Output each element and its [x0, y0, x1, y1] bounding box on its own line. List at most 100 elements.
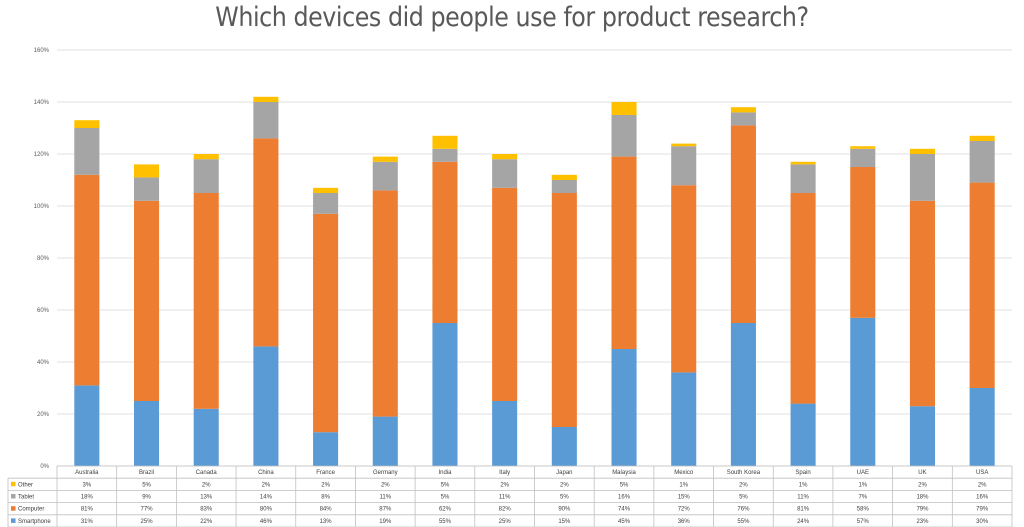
data-label: 2% [918, 482, 927, 488]
bar-tablet [671, 146, 697, 186]
bar-smartphone [492, 401, 518, 466]
legend-label-tablet: Tablet [18, 495, 34, 501]
data-label: 62% [439, 507, 452, 513]
bar-computer [253, 138, 279, 347]
legend-label-computer: Computer [18, 507, 44, 513]
data-label: 81% [797, 507, 810, 513]
data-label: 1% [679, 482, 688, 488]
bar-smartphone [253, 346, 279, 466]
data-label: 1% [858, 482, 867, 488]
legend-key-other [11, 481, 16, 487]
bar-computer [850, 167, 876, 318]
table-category-label: Spain [795, 470, 810, 476]
bar-tablet [372, 161, 398, 191]
bar-tablet [313, 193, 339, 214]
bar-tablet [74, 128, 100, 175]
table-category-label: Italy [499, 470, 510, 476]
data-label: 16% [618, 495, 631, 501]
data-label: 9% [142, 495, 151, 501]
data-label: 77% [141, 507, 154, 513]
bar-smartphone [372, 416, 398, 466]
data-label: 15% [678, 495, 691, 501]
bar-computer [790, 193, 816, 404]
data-label: 87% [379, 507, 392, 513]
table-category-label: France [316, 470, 335, 476]
table-category-label: UK [918, 470, 926, 476]
table-category-label: Malaysia [612, 470, 636, 476]
chart-title: Which devices did people use for product… [215, 2, 809, 33]
bar-computer [551, 193, 577, 427]
data-label: 13% [320, 519, 333, 525]
table-category-label: Australia [75, 470, 99, 476]
data-label: 2% [262, 482, 271, 488]
data-label: 5% [739, 495, 748, 501]
bar-computer [492, 187, 518, 401]
data-label: 2% [739, 482, 748, 488]
data-label: 11% [797, 495, 809, 501]
bar-smartphone [969, 388, 995, 466]
bar-tablet [850, 148, 876, 167]
table-category-label: USA [976, 470, 988, 476]
bar-tablet [909, 154, 936, 201]
y-tick-label: 60% [37, 308, 50, 314]
data-label: 2% [500, 482, 509, 488]
data-label: 15% [558, 519, 571, 525]
bar-smartphone [611, 349, 637, 466]
legend-label-smartphone: Smartphone [18, 519, 51, 525]
data-label: 22% [200, 519, 213, 525]
bar-smartphone [193, 408, 219, 466]
bar-other [432, 135, 458, 149]
bar-smartphone [432, 323, 458, 466]
bar-computer [193, 193, 219, 409]
data-label: 2% [381, 482, 390, 488]
data-label: 13% [200, 495, 213, 501]
data-label: 2% [202, 482, 211, 488]
data-label: 30% [976, 519, 989, 525]
bar-tablet [551, 180, 577, 193]
bar-computer [313, 213, 339, 433]
bar-computer [730, 125, 756, 324]
bar-tablet [790, 164, 816, 193]
bar-smartphone [671, 372, 697, 466]
data-label: 5% [142, 482, 151, 488]
bar-tablet [432, 148, 458, 162]
table-category-label: Japan [556, 470, 572, 476]
bar-other [551, 174, 577, 180]
bar-other [611, 102, 637, 115]
bar-tablet [969, 141, 995, 183]
data-label: 46% [260, 519, 273, 525]
bar-other [790, 161, 816, 165]
data-label: 16% [976, 495, 989, 501]
data-label: 11% [499, 495, 511, 501]
y-tick-label: 100% [34, 204, 50, 210]
y-tick-label: 120% [34, 152, 50, 158]
data-label: 5% [441, 495, 450, 501]
table-category-label: Mexico [674, 470, 694, 476]
data-label: 5% [441, 482, 450, 488]
table-category-label: South Korea [727, 470, 761, 476]
data-label: 90% [558, 507, 571, 513]
data-label: 14% [260, 495, 273, 501]
bar-other [850, 146, 876, 149]
bar-smartphone [790, 403, 816, 466]
bar-computer [432, 161, 458, 323]
data-label: 58% [857, 507, 870, 513]
legend-key-computer [11, 506, 16, 511]
bar-computer [969, 182, 995, 388]
data-label: 45% [618, 519, 631, 525]
legend-key-tablet [11, 494, 16, 499]
bar-other [671, 143, 697, 147]
bar-smartphone [730, 323, 756, 466]
bar-computer [611, 156, 637, 349]
data-label: 24% [797, 519, 810, 525]
data-label: 7% [858, 495, 867, 501]
y-tick-label: 0% [40, 464, 49, 470]
bar-other [74, 120, 100, 128]
table-category-label: China [258, 470, 274, 476]
data-label: 82% [499, 507, 512, 513]
bar-other [193, 154, 219, 160]
y-tick-label: 160% [34, 48, 50, 54]
bar-smartphone [909, 406, 936, 466]
y-tick-label: 80% [37, 256, 50, 262]
data-label: 2% [978, 482, 987, 488]
